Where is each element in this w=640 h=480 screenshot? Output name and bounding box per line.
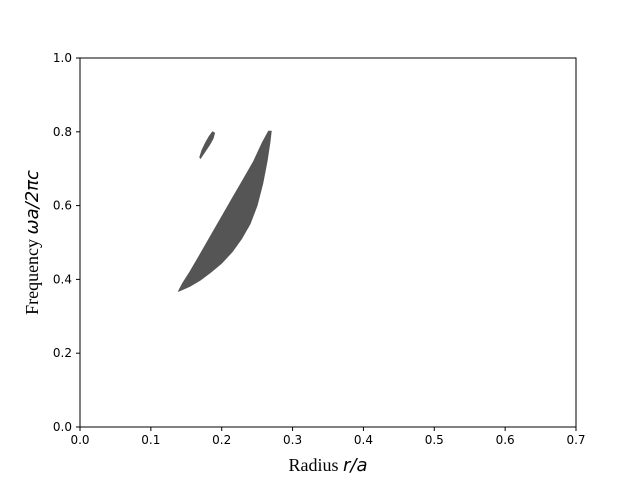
x-tick-label: 0.6 [496, 433, 515, 447]
plot-frame [79, 57, 577, 428]
band-regions [177, 130, 272, 292]
x-tick-label: 0.7 [566, 433, 585, 447]
y-tick-label: 0.8 [53, 125, 72, 139]
y-tick-label: 0.0 [53, 420, 72, 434]
x-axis-ticks: 0.0 0.1 0.2 0.3 0.4 0.5 0.6 0.7 [70, 427, 586, 447]
x-tick-label: 0.0 [70, 433, 89, 447]
x-tick-label: 0.1 [141, 433, 160, 447]
y-axis-label-math: ωa/2πc [22, 170, 43, 234]
x-axis-label-text: Radius [288, 455, 343, 475]
y-tick-label: 0.2 [53, 346, 72, 360]
x-axis-label: Radius r/a [288, 455, 367, 476]
y-axis-label-text: Frequency [22, 234, 42, 314]
y-tick-label: 0.4 [53, 272, 72, 286]
x-tick-label: 0.3 [283, 433, 302, 447]
y-tick-label: 1.0 [53, 51, 72, 65]
x-axis-label-math: r/a [343, 455, 368, 476]
y-tick-label: 0.6 [53, 199, 72, 213]
band-region-1 [199, 131, 216, 160]
x-tick-label: 0.4 [354, 433, 373, 447]
x-tick-label: 0.2 [212, 433, 231, 447]
y-axis-ticks: 0.0 0.2 0.4 0.6 0.8 1.0 [53, 51, 80, 434]
y-axis-label: Frequency ωa/2πc [22, 170, 43, 315]
x-tick-label: 0.5 [425, 433, 444, 447]
band-region-2 [177, 130, 272, 292]
